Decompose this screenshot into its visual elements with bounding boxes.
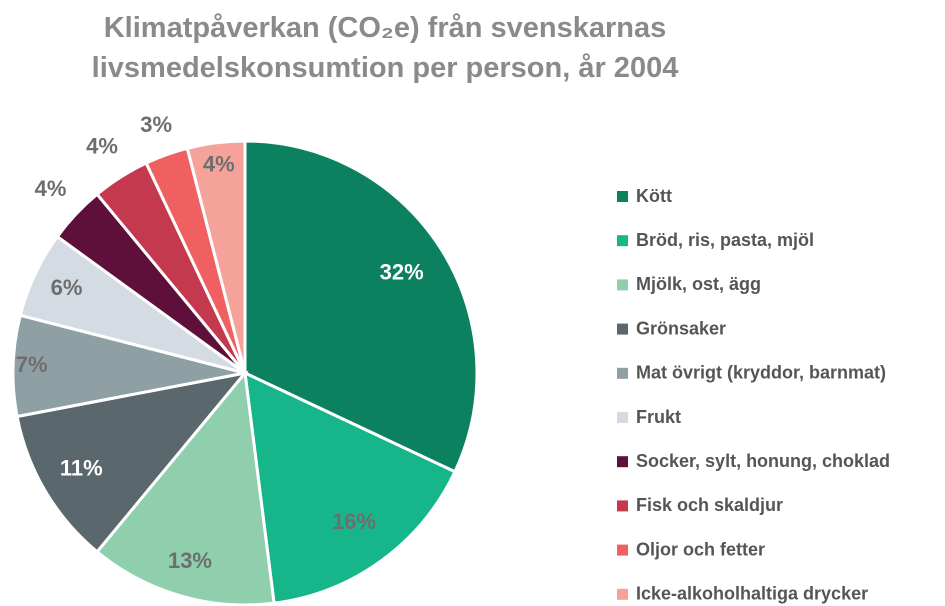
chart-title: Klimatpåverkan (CO₂e) från svenskarnas l… xyxy=(91,12,679,84)
legend-swatch xyxy=(617,279,628,291)
pie-slice xyxy=(243,139,479,474)
data-label: 11% xyxy=(60,456,103,481)
pie-slice xyxy=(243,370,457,605)
pie-slice xyxy=(95,369,276,606)
legend-swatch xyxy=(617,323,628,335)
legend-swatch xyxy=(617,500,628,512)
data-label: 13% xyxy=(168,548,212,573)
legend-swatch xyxy=(617,191,628,202)
data-label: 3% xyxy=(140,112,172,137)
data-label: 6% xyxy=(51,275,83,300)
data-label: 4% xyxy=(86,134,118,159)
legend-label: Mjölk, ost, ägg xyxy=(636,274,761,294)
data-label: 4% xyxy=(35,176,67,201)
legend-label: Grönsaker xyxy=(636,318,726,338)
legend-swatch xyxy=(617,544,628,556)
legend-swatch xyxy=(617,235,628,247)
legend-label: Frukt xyxy=(636,407,681,427)
legend-label: Fisk och skaldjur xyxy=(636,495,783,515)
data-label: 16% xyxy=(332,509,376,534)
pie-slice xyxy=(11,313,246,419)
data-label: 32% xyxy=(380,259,424,284)
legend-label: Oljor och fetter xyxy=(636,539,765,559)
pie-slice xyxy=(15,370,249,554)
data-label: 7% xyxy=(16,352,48,377)
pie-slice xyxy=(185,139,247,374)
legend-swatch xyxy=(617,588,628,600)
legend-label: Icke-alkoholhaltiga drycker xyxy=(636,584,868,604)
legend-swatch xyxy=(617,412,628,423)
legend-label: Bröd, ris, pasta, mjöl xyxy=(636,230,814,250)
legend-label: Socker, sylt, honung, choklad xyxy=(636,451,890,471)
legend-label: Mat övrigt (kryddor, barnmat) xyxy=(636,363,886,383)
legend-swatch xyxy=(617,456,628,468)
legend-label: Kött xyxy=(636,186,672,206)
data-label: 4% xyxy=(203,152,235,177)
legend-swatch xyxy=(617,367,628,379)
